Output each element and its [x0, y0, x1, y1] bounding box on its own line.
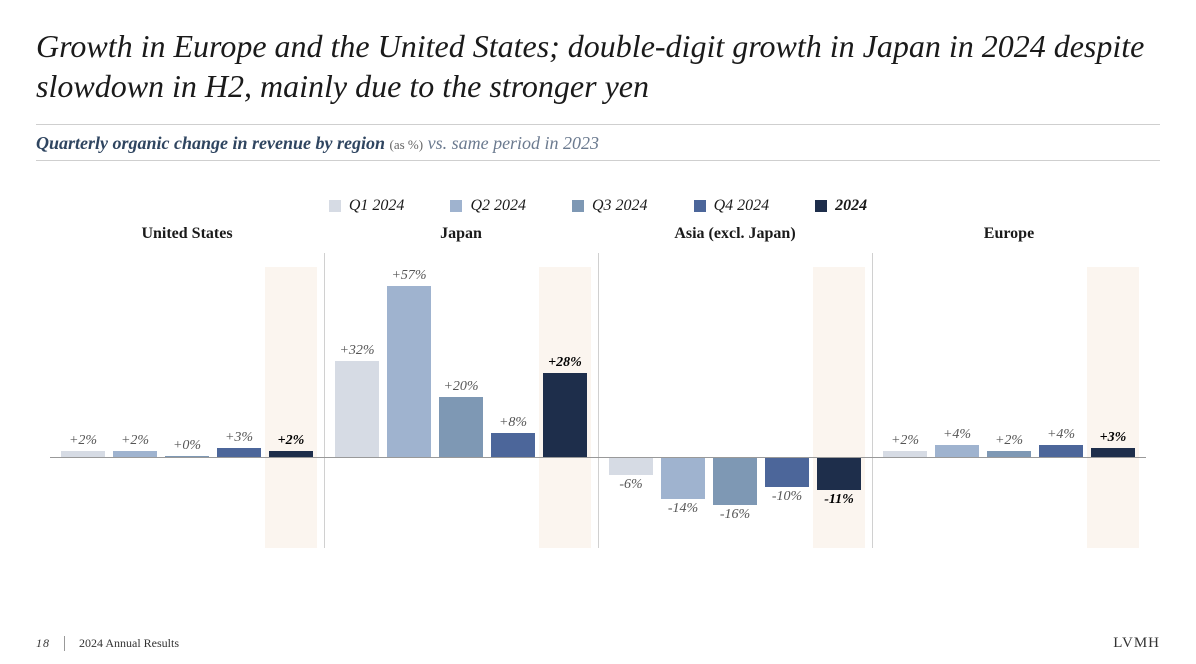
brand-logo: LVMH: [1113, 635, 1160, 652]
bar-value-label: +4%: [943, 427, 971, 443]
region-header: United States: [50, 225, 324, 243]
region-header: Japan: [324, 225, 598, 243]
bar: [387, 286, 431, 457]
subtitle-main: Quarterly organic change in revenue by r…: [36, 133, 385, 153]
footer: 18 2024 Annual Results LVMH: [36, 635, 1160, 652]
bar-value-label: +2%: [69, 433, 97, 449]
region-divider: [324, 253, 325, 548]
legend-item: Q4 2024: [694, 197, 770, 215]
region-header: Europe: [872, 225, 1146, 243]
region-header: Asia (excl. Japan): [598, 225, 872, 243]
bar-value-label: +32%: [339, 343, 374, 359]
bar: [713, 457, 757, 505]
bar: [1039, 445, 1083, 457]
region-headers: United StatesJapanAsia (excl. Japan)Euro…: [50, 225, 1146, 243]
chart-region: United StatesJapanAsia (excl. Japan)Euro…: [50, 225, 1146, 573]
region-divider: [872, 253, 873, 548]
slide-root: Growth in Europe and the United States; …: [0, 0, 1196, 664]
bar-value-label: -11%: [824, 492, 854, 508]
bar: [609, 457, 653, 475]
legend-label: Q2 2024: [470, 197, 526, 215]
bar: [491, 433, 535, 457]
bar-value-label: +2%: [121, 433, 149, 449]
legend-swatch: [450, 200, 462, 212]
bar-value-label: -16%: [720, 507, 750, 523]
legend-label: Q1 2024: [349, 197, 405, 215]
bar: [439, 397, 483, 457]
bar: [661, 457, 705, 499]
bar: [335, 361, 379, 457]
bar: [217, 448, 261, 457]
subtitle-comparison: vs. same period in 2023: [428, 133, 599, 153]
zero-axis: [50, 457, 1146, 458]
bar-value-label: +3%: [1100, 430, 1127, 446]
legend-swatch: [572, 200, 584, 212]
bar: [765, 457, 809, 487]
footer-doc-title: 2024 Annual Results: [79, 636, 179, 651]
legend-item: 2024: [815, 197, 867, 215]
legend-item: Q1 2024: [329, 197, 405, 215]
divider-top: [36, 124, 1160, 125]
bar: [935, 445, 979, 457]
legend-swatch: [694, 200, 706, 212]
divider-under-subtitle: [36, 160, 1160, 161]
region-divider: [598, 253, 599, 548]
legend-swatch: [815, 200, 827, 212]
bar-value-label: +0%: [173, 438, 201, 454]
legend-item: Q3 2024: [572, 197, 648, 215]
bar-value-label: +57%: [391, 268, 426, 284]
chart-plot: +2% +2% +0% +3% +2% +32% +57% +20% +8% +28% -6% -14…: [50, 253, 1146, 573]
bar-value-label: +20%: [443, 379, 478, 395]
subtitle-unit: (as %): [390, 137, 424, 152]
legend: Q1 2024 Q2 2024 Q3 2024 Q4 2024 2024: [36, 197, 1160, 215]
annual-highlight: [265, 267, 317, 548]
page-number: 18: [36, 636, 65, 651]
bar-value-label: +2%: [278, 433, 305, 449]
legend-swatch: [329, 200, 341, 212]
legend-label: Q3 2024: [592, 197, 648, 215]
bar-value-label: -6%: [619, 477, 642, 493]
bar-value-label: +2%: [995, 433, 1023, 449]
bar-value-label: +28%: [548, 355, 582, 371]
bar-value-label: +3%: [225, 430, 253, 446]
bar: [543, 373, 587, 457]
subtitle: Quarterly organic change in revenue by r…: [36, 133, 1160, 154]
legend-item: Q2 2024: [450, 197, 526, 215]
bar: [1091, 448, 1135, 457]
bar-value-label: +8%: [499, 415, 527, 431]
annual-highlight: [1087, 267, 1139, 548]
bar-value-label: +2%: [891, 433, 919, 449]
legend-label: Q4 2024: [714, 197, 770, 215]
bar-value-label: +4%: [1047, 427, 1075, 443]
legend-label: 2024: [835, 197, 867, 215]
bar: [817, 457, 861, 490]
bar-value-label: -14%: [668, 501, 698, 517]
bar-value-label: -10%: [772, 489, 802, 505]
slide-title: Growth in Europe and the United States; …: [36, 26, 1160, 106]
